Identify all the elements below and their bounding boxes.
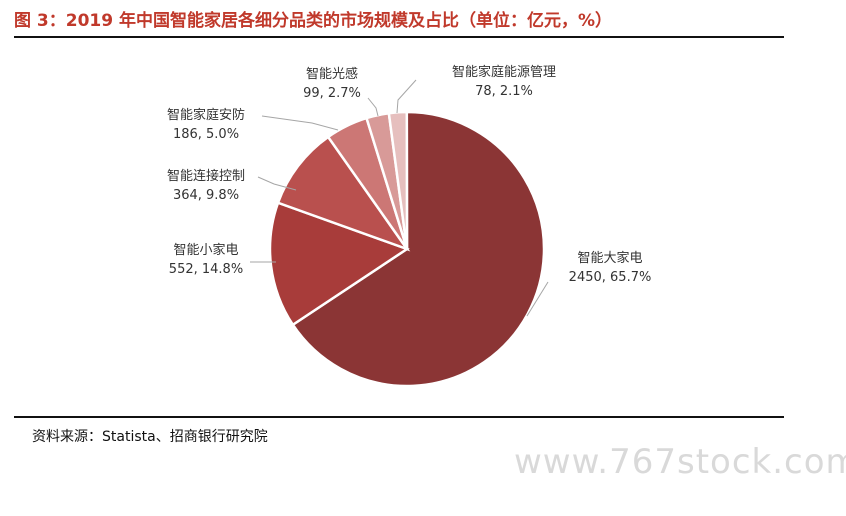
watermark: www.767stock.com (514, 442, 846, 482)
figure-title: 图 3：2019 年中国智能家居各细分品类的市场规模及占比（单位：亿元，%） (14, 11, 613, 31)
leader-line (396, 79, 417, 114)
slice-value-label: 99, 2.7% (303, 86, 361, 101)
leader-line (367, 97, 379, 117)
slice-value-label: 2450, 65.7% (569, 270, 652, 285)
slice-value-label: 552, 14.8% (169, 262, 243, 277)
pie-slice (387, 110, 409, 250)
slice-name-label: 智能小家电 (173, 242, 238, 258)
slice-name-label: 智能家庭能源管理 (452, 64, 556, 80)
pie-slice (276, 135, 411, 252)
top-rule (14, 36, 784, 38)
leader-line (257, 176, 297, 191)
slice-name-label: 智能大家电 (577, 250, 642, 266)
source-note: 资料来源：Statista、招商银行研究院 (32, 429, 268, 445)
slice-name-label: 智能光感 (306, 66, 358, 82)
slice-value-label: 186, 5.0% (173, 127, 239, 142)
pie-slice (268, 201, 410, 327)
bottom-rule (14, 416, 784, 418)
leader-line (261, 115, 339, 131)
slice-name-label: 智能家庭安防 (167, 107, 245, 123)
slice-value-label: 364, 9.8% (173, 188, 239, 203)
slice-value-label: 78, 2.1% (475, 84, 533, 99)
slice-name-label: 智能连接控制 (167, 168, 245, 184)
leader-line (526, 281, 549, 317)
pie-slice (291, 110, 546, 388)
